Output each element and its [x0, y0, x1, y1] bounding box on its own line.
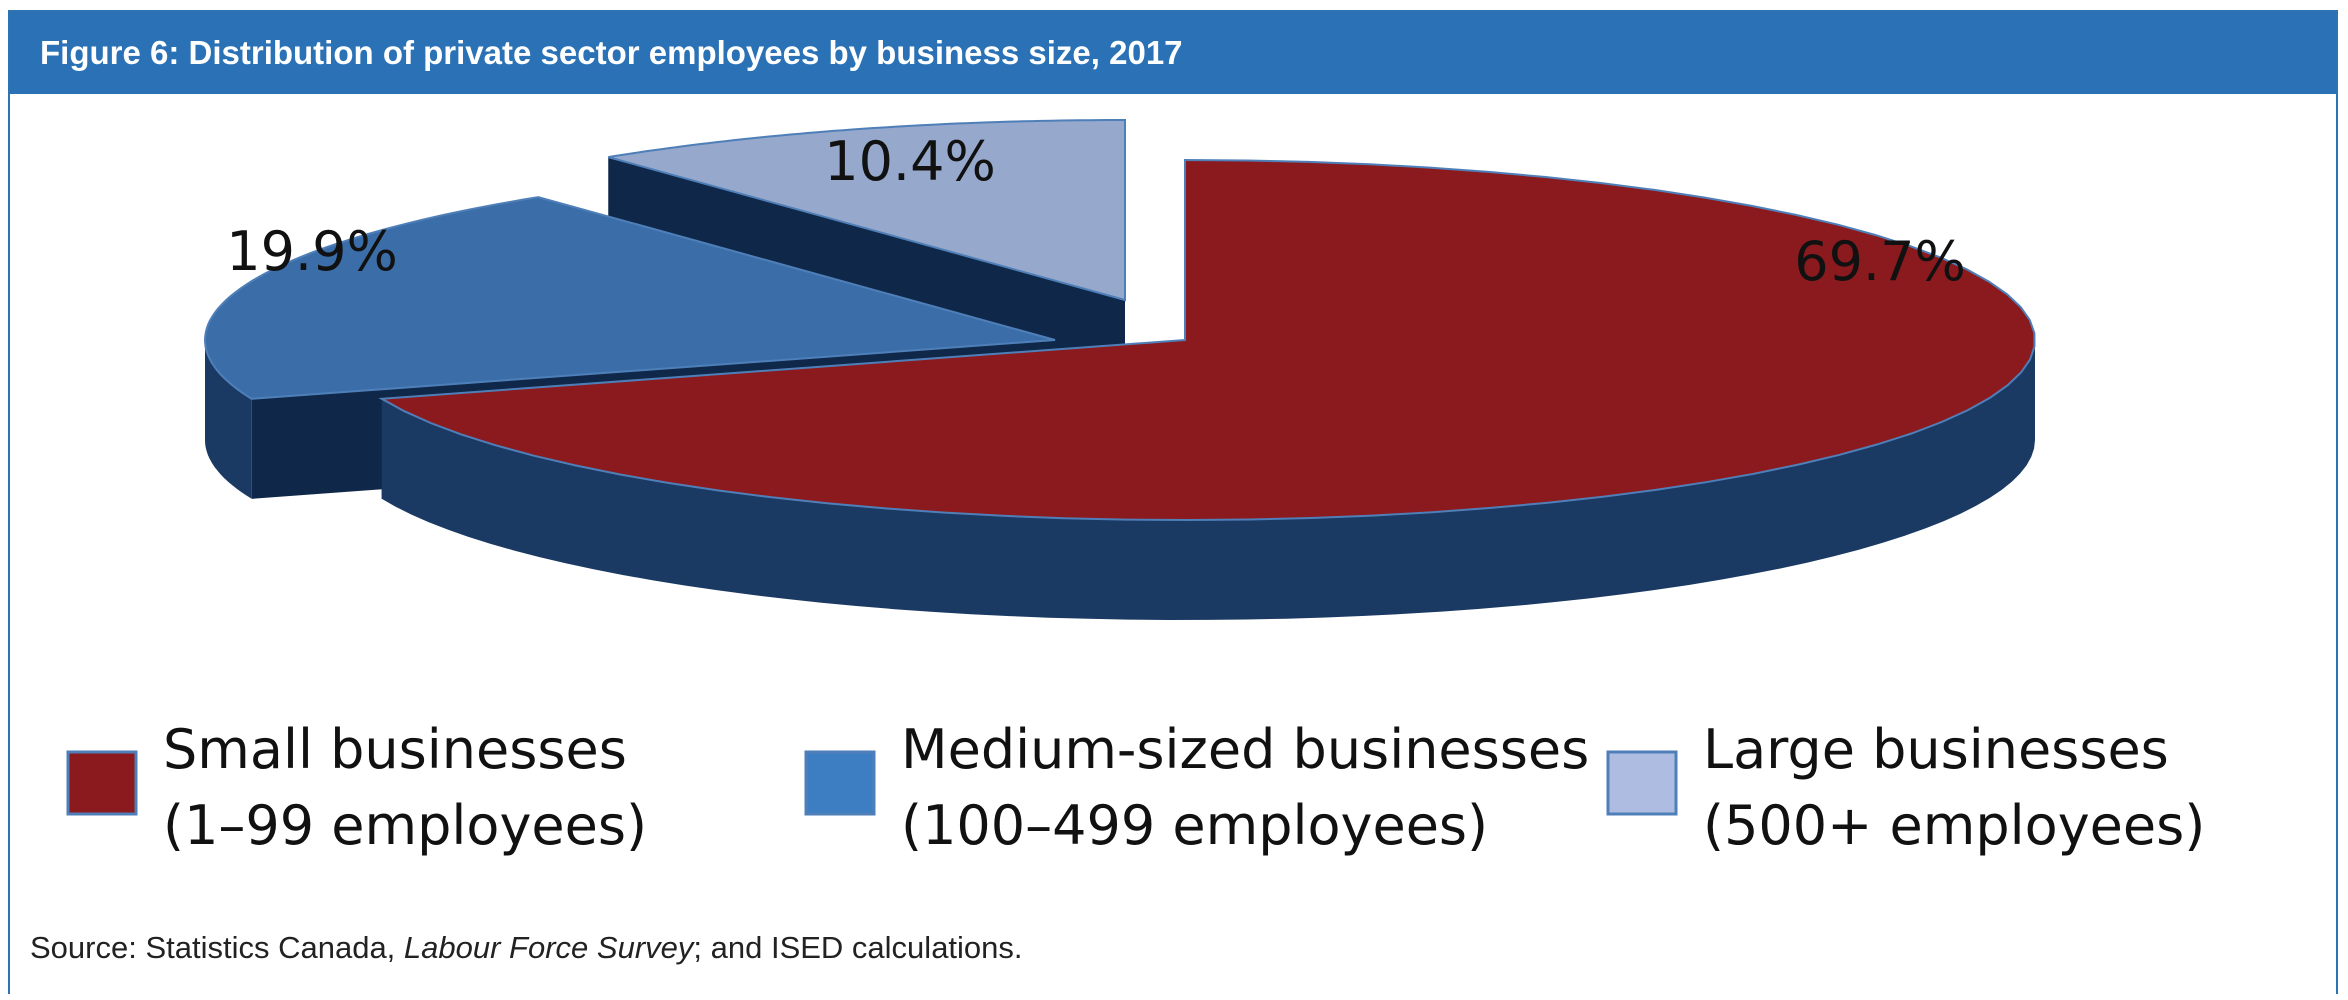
legend-label-medium-line2: (100–499 employees)	[901, 794, 1488, 857]
source-note: Source: Statistics Canada, Labour Force …	[30, 930, 1023, 966]
slice-medium-side-0	[205, 340, 252, 499]
slice-medium-top	[203, 196, 1056, 400]
legend-label-small-line2: (1–99 employees)	[163, 794, 647, 857]
figure-title: Figure 6: Distribution of private sector…	[10, 12, 2336, 94]
slice-label-large: 10.4%	[824, 130, 996, 193]
legend-label-medium-line1: Medium-sized businesses	[901, 718, 1589, 781]
slice-small-side-0	[381, 340, 2035, 620]
slice-large-top	[608, 119, 1126, 302]
pie-slices	[203, 119, 2036, 620]
legend-label-large-line1: Large businesses	[1703, 718, 2169, 781]
chart-legend: Small businesses (1–99 employees) Medium-s…	[66, 718, 2205, 857]
legend-label-large-line2: (500+ employees)	[1703, 794, 2205, 857]
legend-swatch-medium	[804, 750, 876, 816]
source-prefix: Source: Statistics Canada,	[30, 930, 404, 965]
slice-labels: 69.7% 19.9% 10.4%	[226, 130, 1966, 293]
slice-small	[378, 158, 2036, 620]
source-suffix: ; and ISED calculations.	[693, 930, 1023, 965]
legend-swatch-large	[1606, 750, 1678, 816]
slice-label-medium: 19.9%	[226, 220, 398, 283]
legend-swatch-small	[66, 750, 138, 816]
slice-label-small: 69.7%	[1794, 230, 1966, 293]
source-survey-name: Labour Force Survey	[403, 930, 694, 965]
slice-small-top	[378, 158, 2036, 522]
legend-item-large: Large businesses (500+ employees)	[1606, 718, 2205, 857]
legend-item-medium: Medium-sized businesses (100–499 employee…	[804, 718, 1589, 857]
legend-label-small-line1: Small businesses	[163, 718, 627, 781]
legend-item-small: Small businesses (1–99 employees)	[66, 718, 647, 857]
